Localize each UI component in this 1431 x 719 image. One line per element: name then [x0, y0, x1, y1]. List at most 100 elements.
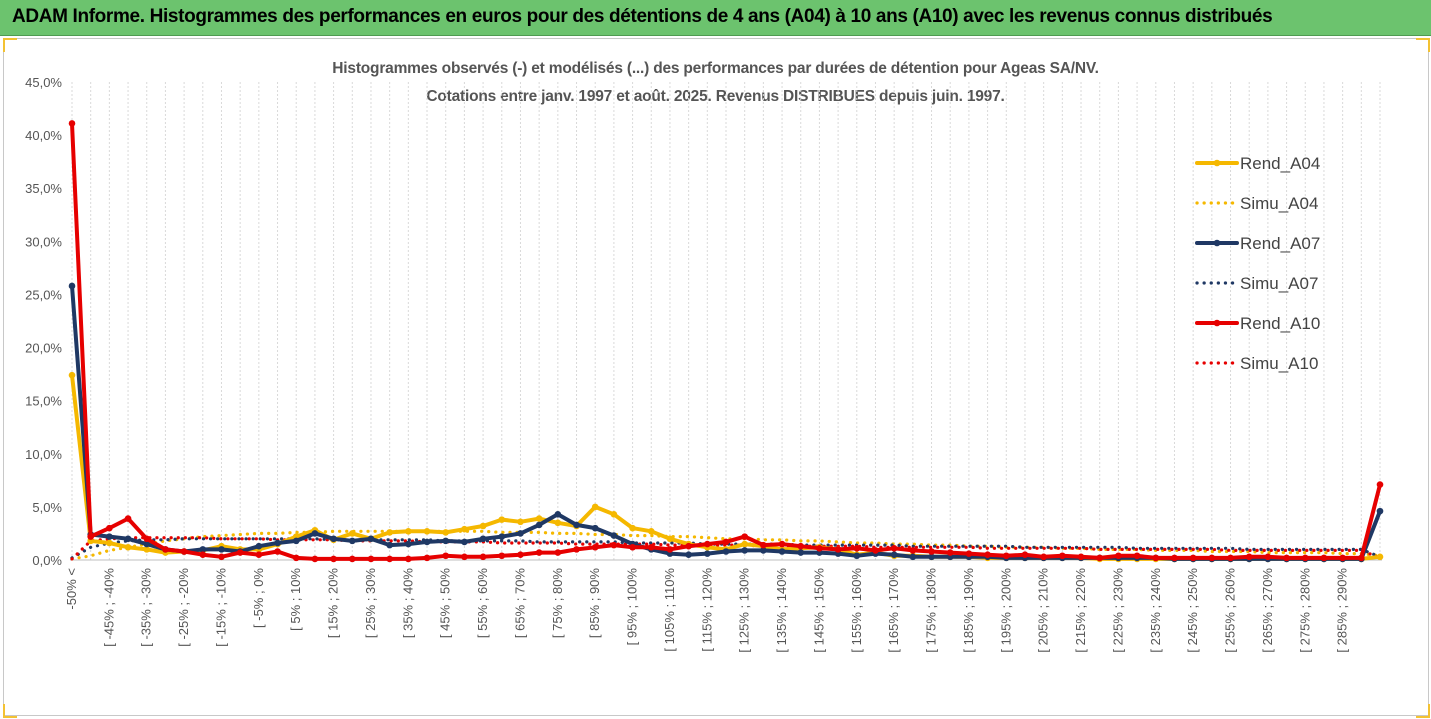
data-point-rend-a10	[1208, 554, 1216, 562]
x-axis: -50% < [ -45% ; -40% [ -35% ; -30% [ -25% ;…	[64, 568, 1350, 653]
data-point-rend-a07	[386, 541, 393, 549]
data-point-rend-a04	[386, 529, 393, 536]
x-tick-label: [ 115% ; 120%	[699, 568, 714, 652]
legend-marker	[1213, 239, 1221, 247]
data-point-rend-a10	[685, 542, 692, 550]
data-point-rend-a10	[909, 547, 917, 554]
chart-title-line2: Cotations entre janv. 1997 et août. 2025…	[426, 88, 1005, 105]
data-point-rend-a10	[218, 553, 225, 561]
data-point-rend-a07	[461, 538, 468, 546]
data-point-rend-a04	[1376, 553, 1384, 561]
data-point-rend-a07	[405, 540, 412, 548]
data-point-rend-a07	[292, 537, 300, 545]
legend-label-rend-a04: Rend_A04	[1240, 154, 1320, 173]
selection-handle-bottom-left[interactable]	[3, 704, 17, 718]
data-point-rend-a10	[274, 548, 281, 555]
data-point-rend-a10	[1152, 554, 1160, 562]
data-point-rend-a07	[797, 549, 805, 556]
y-tick-label: 25,0%	[25, 287, 62, 302]
data-point-rend-a10	[180, 548, 188, 555]
x-tick-label: -50% <	[64, 568, 79, 610]
legend-marker	[1213, 319, 1221, 327]
x-tick-label: [ 35% ; 40%	[400, 568, 415, 639]
x-tick-label: [ 155% ; 160%	[849, 568, 864, 653]
series-lines	[68, 120, 1384, 563]
data-point-rend-a04	[442, 529, 450, 536]
data-point-rend-a04	[629, 524, 636, 532]
x-tick-label: [ 225% ; 230%	[1110, 568, 1125, 653]
x-tick-label: [ 285% ; 290%	[1335, 568, 1350, 653]
data-point-rend-a04	[498, 516, 506, 523]
data-point-rend-a10	[1376, 481, 1384, 488]
data-point-rend-a04	[405, 528, 412, 535]
selection-handle-top-right[interactable]	[1416, 38, 1430, 52]
data-point-rend-a07	[479, 535, 487, 543]
data-point-rend-a10	[535, 549, 543, 556]
report-banner: ADAM Informe. Histogrammes des performan…	[0, 0, 1431, 36]
selection-handle-top-left[interactable]	[3, 38, 17, 52]
data-point-rend-a04	[68, 371, 76, 379]
data-point-rend-a07	[68, 282, 76, 290]
x-tick-label: [ -35% ; -30%	[139, 568, 154, 647]
data-point-rend-a10	[348, 555, 356, 563]
data-point-rend-a07	[517, 530, 524, 537]
data-point-rend-a07	[218, 546, 225, 553]
data-point-rend-a10	[1059, 552, 1066, 560]
data-point-rend-a07	[853, 552, 861, 560]
data-point-rend-a10	[386, 555, 393, 563]
data-point-rend-a07	[778, 548, 786, 555]
legend-label-simu-a04: Simu_A04	[1240, 194, 1318, 213]
y-tick-label: 0,0%	[32, 553, 62, 568]
data-point-rend-a10	[162, 546, 169, 553]
data-point-rend-a10	[255, 551, 263, 558]
legend: Rend_A04 Simu_A04 Rend_A07 Simu_A07 Rend_A10…	[1195, 154, 1320, 373]
data-point-rend-a07	[1376, 507, 1384, 515]
data-point-rend-a10	[1115, 552, 1122, 560]
data-point-rend-a10	[1339, 554, 1346, 562]
report-title: ADAM Informe. Histogrammes des performan…	[12, 6, 1273, 27]
data-point-rend-a04	[479, 522, 487, 530]
x-tick-label: [ 5% ; 10%	[288, 568, 303, 631]
data-point-rend-a10	[423, 554, 431, 562]
chart-area[interactable]	[3, 38, 1429, 716]
x-tick-label: [ 45% ; 50%	[438, 568, 453, 639]
data-point-rend-a10	[1358, 554, 1365, 562]
data-point-rend-a10	[1171, 554, 1178, 562]
data-point-rend-a07	[610, 532, 618, 539]
x-tick-label: [ 275% ; 280%	[1297, 568, 1312, 653]
data-point-rend-a07	[348, 537, 356, 545]
data-point-rend-a07	[367, 535, 375, 543]
data-point-rend-a07	[535, 521, 543, 529]
data-point-rend-a07	[330, 535, 337, 543]
data-point-rend-a04	[666, 535, 674, 543]
data-point-rend-a10	[760, 541, 767, 549]
y-tick-label: 15,0%	[25, 394, 62, 409]
x-tick-label: [ 175% ; 180%	[924, 568, 939, 653]
data-point-rend-a07	[498, 533, 506, 540]
data-point-rend-a07	[143, 540, 151, 548]
data-point-rend-a10	[442, 552, 450, 560]
data-point-rend-a04	[143, 546, 151, 553]
data-point-rend-a10	[1021, 551, 1029, 558]
selection-handle-bottom-right[interactable]	[1416, 704, 1430, 718]
grid-lines	[70, 82, 1382, 561]
y-tick-label: 20,0%	[25, 341, 62, 356]
y-tick-label: 40,0%	[25, 128, 62, 143]
data-point-rend-a10	[965, 550, 973, 557]
data-point-rend-a10	[610, 541, 618, 549]
data-point-rend-a10	[1096, 554, 1104, 562]
data-point-rend-a10	[1133, 552, 1141, 560]
legend-label-rend-a07: Rend_A07	[1240, 234, 1320, 253]
x-tick-label: [ 245% ; 250%	[1185, 568, 1200, 653]
data-point-rend-a07	[722, 548, 730, 555]
y-tick-label: 45,0%	[25, 75, 62, 90]
data-point-rend-a10	[816, 545, 823, 552]
data-point-rend-a04	[423, 528, 431, 535]
chart-title-line1: Histogrammes observés (-) et modélisés (…	[332, 60, 1099, 77]
data-point-rend-a07	[274, 539, 281, 547]
data-point-rend-a04	[124, 543, 132, 551]
data-point-rend-a10	[143, 535, 151, 543]
x-tick-label: [ 145% ; 150%	[811, 568, 826, 653]
data-point-rend-a07	[255, 542, 263, 550]
